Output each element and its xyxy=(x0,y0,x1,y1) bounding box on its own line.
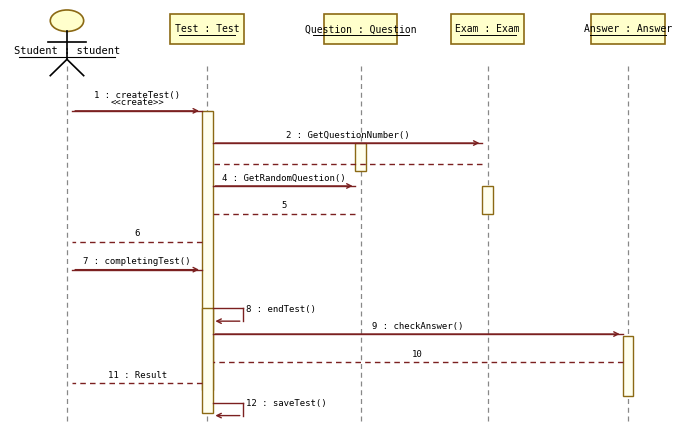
Text: Test : Test: Test : Test xyxy=(175,24,240,34)
Bar xyxy=(355,143,366,171)
Bar xyxy=(202,111,212,390)
Text: 6: 6 xyxy=(135,229,140,238)
Text: Answer : Answer: Answer : Answer xyxy=(584,24,672,34)
Text: 2 : GetQuestionNumber(): 2 : GetQuestionNumber() xyxy=(285,130,409,140)
Text: 8 : endTest(): 8 : endTest() xyxy=(246,305,316,314)
FancyBboxPatch shape xyxy=(451,14,525,44)
FancyBboxPatch shape xyxy=(171,14,244,44)
Text: Question : Question: Question : Question xyxy=(305,24,417,34)
Text: <<create>>: <<create>> xyxy=(110,98,164,108)
Text: 11 : Result: 11 : Result xyxy=(107,371,167,380)
Text: 9 : checkAnswer(): 9 : checkAnswer() xyxy=(372,321,463,330)
Text: 12 : saveTest(): 12 : saveTest() xyxy=(246,400,326,409)
Bar xyxy=(482,186,493,214)
Bar xyxy=(202,308,212,413)
Bar xyxy=(622,336,633,396)
Text: 10: 10 xyxy=(412,349,423,359)
FancyBboxPatch shape xyxy=(324,14,398,44)
Text: Student : student: Student : student xyxy=(14,47,120,57)
Circle shape xyxy=(51,10,83,32)
FancyBboxPatch shape xyxy=(591,14,665,44)
Text: Exam : Exam: Exam : Exam xyxy=(456,24,520,34)
Text: 5: 5 xyxy=(281,201,287,210)
Text: 1 : createTest(): 1 : createTest() xyxy=(94,91,180,100)
Text: 7 : completingTest(): 7 : completingTest() xyxy=(83,257,191,266)
Text: 4 : GetRandomQuestion(): 4 : GetRandomQuestion() xyxy=(222,174,346,183)
